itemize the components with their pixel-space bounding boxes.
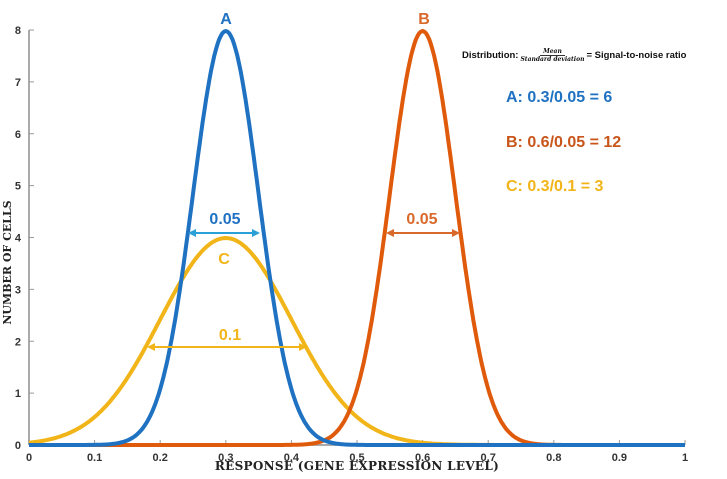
x-tick-label: 0.5 [349, 452, 364, 464]
peak-label-a: A [220, 11, 232, 28]
x-tick-label: 0.4 [284, 452, 300, 464]
ratio-c: C: 0.3/0.1 = 3 [506, 178, 604, 195]
formula-numerator: Mean [540, 48, 565, 56]
y-tick-label: 0 [15, 440, 21, 452]
width-label-b: 0.05 [406, 211, 437, 228]
y-tick-label: 6 [15, 129, 21, 141]
x-tick-label: 0.6 [415, 452, 430, 464]
width-label-c: 0.1 [219, 327, 241, 344]
y-tick-label: 2 [15, 336, 21, 348]
width-arrow-a-right-head [252, 229, 260, 237]
formula-prefix: Distribution: [462, 50, 519, 61]
y-tick-label: 4 [15, 233, 22, 245]
x-tick-label: 1 [682, 452, 688, 464]
curve-a [28, 29, 686, 447]
y-tick-label: 5 [15, 181, 21, 193]
curve-c [28, 236, 686, 447]
y-tick-label: 1 [15, 388, 21, 400]
width-label-a: 0.05 [209, 211, 240, 228]
peak-label-b: B [418, 11, 430, 28]
y-tick-label: 3 [15, 284, 21, 296]
x-axis-label: RESPONSE (GENE EXPRESSION LEVEL) [215, 459, 499, 473]
x-tick-label: 0.9 [612, 452, 627, 464]
x-tick-label: 0.7 [481, 452, 496, 464]
x-tick-label: 0.8 [546, 452, 561, 464]
width-arrow-a-left-head [188, 229, 196, 237]
ratio-a: A: 0.3/0.05 = 6 [506, 89, 613, 106]
x-tick-label: 0.3 [218, 452, 233, 464]
formula-denominator: Standard deviation [520, 56, 585, 63]
y-tick-label: 7 [15, 77, 21, 89]
peak-label-c: C [218, 251, 230, 268]
width-arrow-b-left-head [386, 229, 394, 237]
width-arrow-c-right-head [299, 343, 307, 351]
formula-suffix: = Signal-to-noise ratio [586, 50, 687, 61]
x-tick-label: 0.2 [153, 452, 168, 464]
x-tick-label: 0.1 [87, 452, 102, 464]
width-arrow-c-left-head [147, 343, 155, 351]
y-axis-label: NUMBER OF CELLS [1, 200, 14, 324]
ratio-b: B: 0.6/0.05 = 12 [506, 134, 622, 151]
snr-formula: Distribution: Mean Standard deviation = … [462, 48, 686, 63]
formula-fraction: Mean Standard deviation [520, 48, 584, 63]
width-arrow-b-right-head [452, 229, 460, 237]
x-tick-label: 0 [26, 452, 32, 464]
y-tick-label: 8 [15, 25, 21, 37]
